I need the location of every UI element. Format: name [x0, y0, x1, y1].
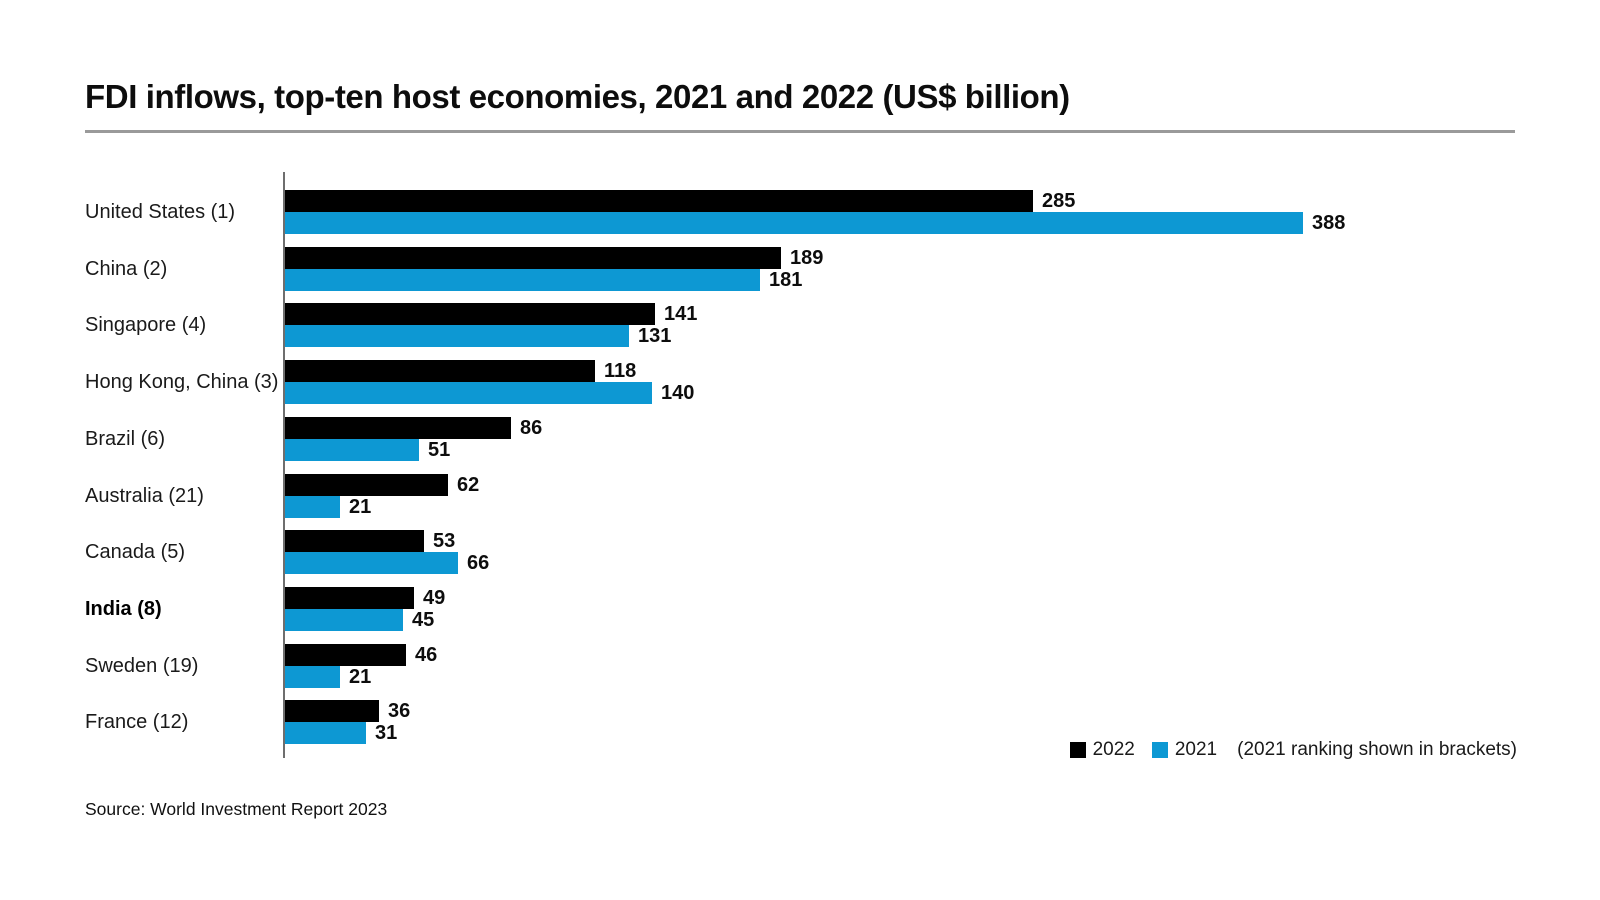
chart-legend: 2022 2021 (2021 ranking shown in bracket…: [1069, 739, 1517, 761]
legend-ranking-note: (2021 ranking shown in brackets): [1237, 739, 1517, 760]
source-note: Source: World Investment Report 2023: [85, 799, 388, 819]
chart-title: FDI inflows, top-ten host economies, 202…: [85, 78, 1070, 115]
category-label: Australia (21): [85, 484, 204, 507]
bar-value-label: 62: [457, 473, 480, 496]
category-label: Singapore (4): [85, 314, 207, 337]
legend-swatch-2021-icon: [1151, 742, 1168, 758]
bar-2021: [285, 608, 403, 631]
bar-value-label: 36: [388, 700, 411, 723]
bar-value-label: 46: [415, 643, 438, 666]
category-label: Canada (5): [85, 541, 186, 564]
bar-2021: [285, 495, 340, 518]
title-rule: [85, 130, 1515, 133]
bar-value-label: 131: [638, 325, 672, 348]
bar-value-label: 66: [467, 552, 490, 575]
bar-2022: [285, 360, 595, 383]
y-axis-line: [283, 172, 285, 758]
category-label: United States (1): [85, 201, 236, 223]
category-label: Hong Kong, China (3): [85, 371, 279, 394]
bar-2021: [285, 665, 340, 688]
category-label: China (2): [85, 257, 168, 280]
bar-2021: [285, 325, 629, 348]
bar-value-label: 45: [412, 608, 435, 631]
bar-2022: [285, 473, 448, 496]
bar-2021: [285, 438, 419, 461]
bar-2022: [285, 416, 511, 439]
bar-value-label: 181: [769, 268, 803, 291]
category-label: Sweden (19): [85, 654, 199, 677]
bar-2022: [285, 643, 406, 666]
bar-value-label: 53: [433, 530, 456, 553]
bar-value-label: 141: [664, 303, 698, 326]
legend-label-2022: 2022: [1092, 739, 1135, 760]
bar-value-label: 86: [520, 416, 543, 439]
bar-2022: [285, 303, 655, 326]
category-label: Brazil (6): [85, 427, 166, 450]
bar-2022: [285, 530, 424, 553]
bar-value-label: 21: [349, 665, 372, 688]
bar-2022: [285, 586, 414, 609]
bar-value-label: 285: [1042, 190, 1076, 212]
bar-2022: [285, 700, 379, 723]
bar-2021: [285, 722, 366, 745]
bar-value-label: 21: [349, 495, 372, 518]
bar-2021: [285, 552, 458, 575]
legend-label-2021: 2021: [1174, 739, 1218, 760]
bar-value-label: 189: [790, 246, 824, 269]
bar-value-label: 140: [661, 382, 695, 405]
bar-2022: [285, 246, 781, 269]
bar-value-label: 51: [428, 438, 451, 461]
bar-2022: [285, 190, 1033, 212]
bar-value-label: 31: [375, 722, 398, 745]
bar-value-label: 49: [423, 586, 446, 609]
bar-value-label: 388: [1312, 212, 1346, 234]
category-label: India (8): [85, 597, 162, 620]
legend-swatch-2022-icon: [1069, 742, 1086, 758]
bar-2021: [285, 382, 652, 405]
bar-value-label: 118: [604, 360, 637, 383]
category-label: France (12): [85, 711, 189, 734]
bar-2021: [285, 268, 760, 291]
bar-2021: [285, 212, 1303, 234]
